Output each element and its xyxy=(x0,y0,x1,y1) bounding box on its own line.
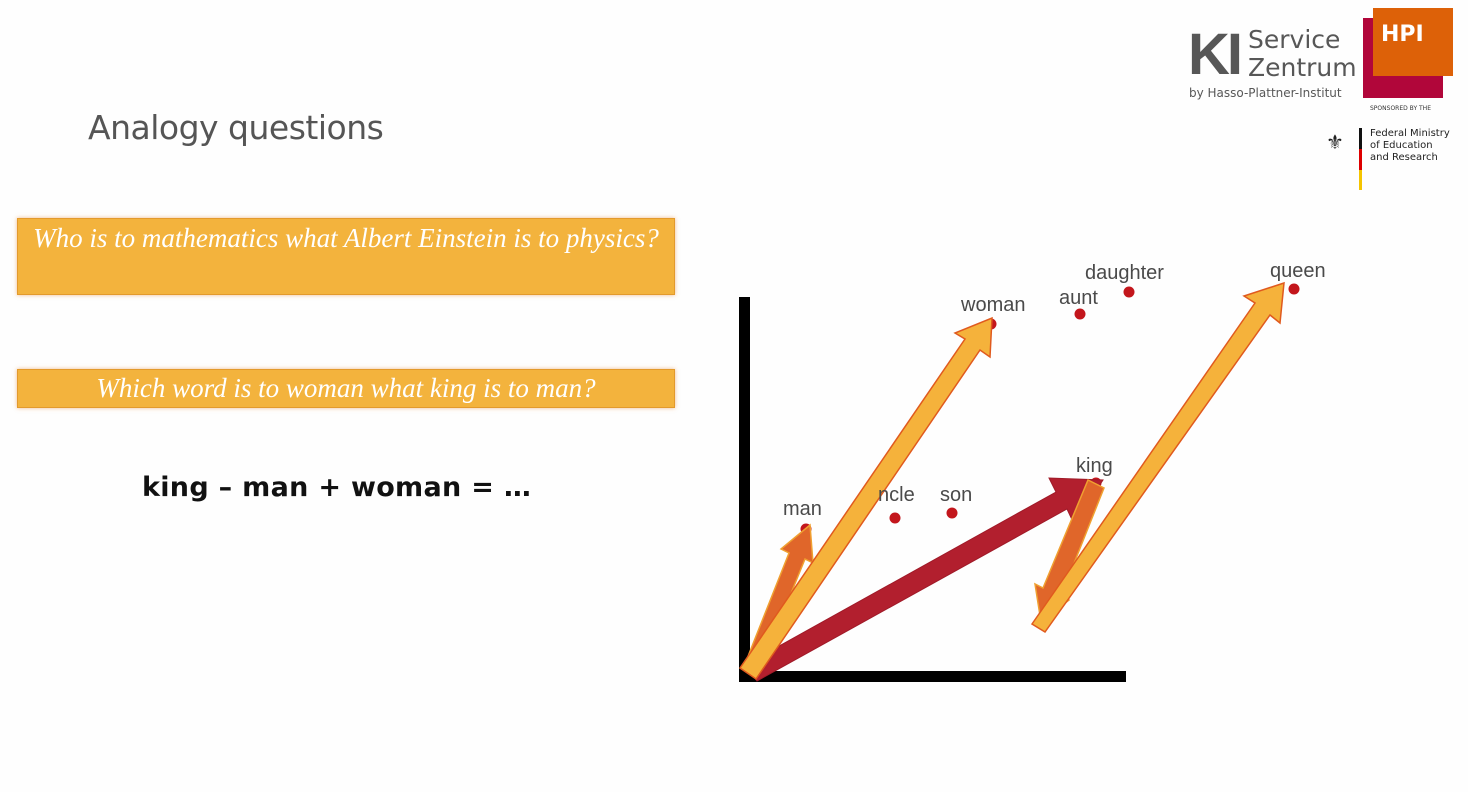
slide-title: Analogy questions xyxy=(88,108,384,147)
dot-son xyxy=(946,507,958,519)
ministry-line-2: of Education xyxy=(1370,140,1433,151)
ki-line1: Service xyxy=(1248,25,1341,54)
label-aunt: aunt xyxy=(1059,287,1098,309)
ministry-line-3: and Research xyxy=(1370,152,1438,163)
label-king: king xyxy=(1076,455,1113,477)
label-man: man xyxy=(783,498,822,520)
label-queen: queen xyxy=(1270,260,1326,282)
ki-letters: KI xyxy=(1188,22,1243,87)
hpi-text: HPI xyxy=(1381,22,1424,47)
arrow-woman-vector xyxy=(738,316,993,681)
label-uncle: ncle xyxy=(878,484,915,506)
ki-service-zentrum-logo: KI Service Zentrum by Hasso-Plattner-Ins… xyxy=(1188,26,1463,116)
y-axis xyxy=(739,297,750,679)
arrow-plus-woman xyxy=(1030,281,1285,634)
hpi-orange-square xyxy=(1373,8,1453,76)
ministry-line-1: Federal Ministry xyxy=(1370,128,1450,139)
eagle-icon: ⚜ xyxy=(1326,132,1344,154)
analogy-equation: king – man + woman = … xyxy=(142,472,532,503)
ministry-text: Federal Ministry of Education and Resear… xyxy=(1370,128,1456,164)
ki-by-text: by Hasso-Plattner-Institut xyxy=(1189,86,1342,100)
bmbf-logo: ⚜ Federal Ministry of Education and Rese… xyxy=(1326,128,1456,192)
dot-daughter xyxy=(1123,286,1135,298)
label-woman: woman xyxy=(960,294,1025,316)
dot-aunt xyxy=(1074,308,1086,320)
x-axis xyxy=(739,671,1126,682)
dot-queen xyxy=(1288,283,1300,295)
german-flag-bar xyxy=(1359,128,1362,190)
label-daughter: daughter xyxy=(1085,262,1164,284)
ki-service-text: Service Zentrum xyxy=(1248,26,1357,82)
hpi-logo: HPI xyxy=(1363,8,1455,100)
question-box-einstein: Who is to mathematics what Albert Einste… xyxy=(17,218,675,295)
label-son: son xyxy=(940,484,972,506)
ki-line2: Zentrum xyxy=(1248,53,1357,82)
sponsored-by-text: SPONSORED BY THE xyxy=(1370,105,1431,112)
question-box-king: Which word is to woman what king is to m… xyxy=(17,369,675,408)
dot-uncle xyxy=(889,512,901,524)
